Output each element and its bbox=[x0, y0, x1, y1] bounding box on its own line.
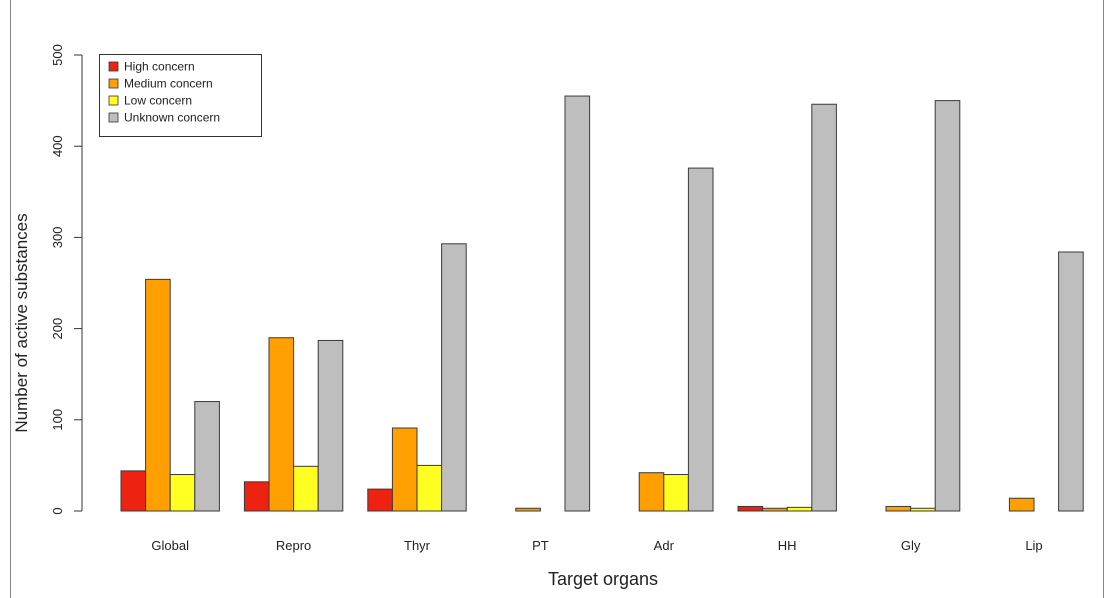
bar-medium-concern-repro bbox=[268, 337, 295, 512]
bar-high-concern-hh bbox=[737, 505, 764, 512]
bar-medium-concern-adr bbox=[638, 472, 665, 512]
bar-low-concern-repro bbox=[293, 465, 319, 512]
legend-label-medium-concern: Medium concern bbox=[124, 77, 213, 91]
bar-high-concern-global bbox=[120, 470, 147, 512]
bar-unknown-concern-adr bbox=[687, 167, 714, 512]
bar-unknown-concern-hh bbox=[811, 103, 837, 512]
bar-low-concern-gly bbox=[910, 507, 936, 512]
legend: High concern Medium concern Low concern Unk… bbox=[99, 54, 262, 137]
legend-swatch-medium-concern bbox=[108, 78, 119, 89]
y-tick-label: 300 bbox=[50, 227, 65, 249]
legend-box bbox=[99, 54, 262, 137]
x-tick-label-thyr: Thyr bbox=[404, 538, 431, 553]
bar-medium-concern-pt bbox=[515, 507, 541, 512]
bars bbox=[120, 95, 1084, 512]
y-tick-label: 100 bbox=[50, 409, 65, 431]
bar-low-concern-global bbox=[169, 474, 196, 512]
legend-swatch-unknown-concern bbox=[108, 112, 119, 123]
legend-swatch-high-concern bbox=[108, 61, 119, 72]
y-tick-label: 400 bbox=[50, 135, 65, 157]
x-tick-label-repro: Repro bbox=[276, 538, 311, 553]
bar-medium-concern-lip bbox=[1008, 497, 1035, 512]
bar-medium-concern-hh bbox=[762, 507, 788, 512]
bar-unknown-concern-lip bbox=[1058, 251, 1084, 512]
bar-high-concern-thyr bbox=[367, 488, 393, 512]
bar-unknown-concern-repro bbox=[317, 339, 344, 512]
bar-unknown-concern-global bbox=[194, 401, 220, 512]
bar-high-concern-repro bbox=[243, 481, 270, 512]
x-tick-label-gly: Gly bbox=[901, 538, 921, 553]
bar-medium-concern-global bbox=[145, 278, 171, 512]
bar-unknown-concern-thyr bbox=[441, 243, 467, 512]
x-axis-title: Target organs bbox=[548, 569, 658, 589]
x-tick-label-lip: Lip bbox=[1025, 538, 1042, 553]
x-tick-label-global: Global bbox=[151, 538, 189, 553]
bar-low-concern-hh bbox=[786, 506, 813, 512]
y-tick-label: 200 bbox=[50, 318, 65, 340]
legend-label-high-concern: High concern bbox=[124, 60, 195, 74]
y-tick-label: 500 bbox=[50, 44, 65, 66]
x-tick-label-hh: HH bbox=[778, 538, 797, 553]
y-tick-label: 0 bbox=[50, 507, 65, 514]
bar-low-concern-thyr bbox=[416, 464, 443, 512]
bar-unknown-concern-pt bbox=[564, 95, 591, 512]
bar-low-concern-adr bbox=[663, 474, 689, 512]
bar-medium-concern-thyr bbox=[391, 427, 418, 512]
bar-medium-concern-gly bbox=[885, 505, 912, 512]
x-axis-labels: Global Repro Thyr PT Adr HH Gly Lip bbox=[151, 538, 1042, 553]
x-tick-label-pt: PT bbox=[532, 538, 549, 553]
x-tick-label-adr: Adr bbox=[654, 538, 675, 553]
bar-unknown-concern-gly bbox=[934, 100, 961, 512]
legend-label-low-concern: Low concern bbox=[124, 94, 192, 108]
y-axis: 0 100 200 300 400 500 bbox=[50, 44, 83, 515]
legend-swatch-low-concern bbox=[108, 95, 119, 106]
y-axis-title: Number of active substances bbox=[12, 213, 31, 432]
legend-label-unknown-concern: Unknown concern bbox=[124, 111, 220, 125]
